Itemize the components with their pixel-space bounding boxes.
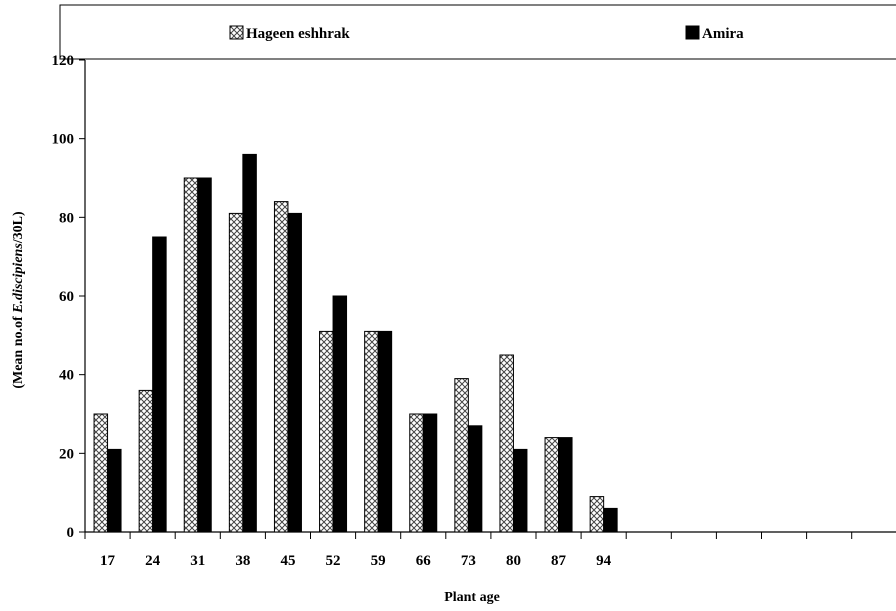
bar-hageen-eshhrak — [364, 330, 379, 533]
legend-label-hageen-eshhrak: Hageen eshhrak — [246, 26, 350, 42]
bar-amira — [512, 448, 528, 533]
bar-hageen-eshhrak — [409, 413, 424, 533]
x-tick-label: 31 — [190, 553, 205, 569]
x-tick-label: 87 — [551, 553, 567, 569]
bar-amira — [287, 212, 302, 533]
bar-hageen-eshhrak — [138, 389, 154, 533]
legend-label-amira: Amira — [702, 26, 744, 42]
bar-amira — [107, 448, 122, 533]
bar-hageen-eshhrak — [454, 378, 469, 533]
bar-hageen-eshhrak — [93, 413, 109, 533]
x-axis-title: Plant age — [444, 590, 500, 605]
y-axis-title-part-1: (Mean no.of — [11, 313, 26, 389]
x-ticks: 17 24 31 38 45 52 59 66 73 80 87 94 — [84, 532, 853, 569]
y-tick-label: 100 — [52, 132, 75, 148]
bar-hageen-eshhrak — [273, 201, 289, 533]
y-tick-label: 20 — [59, 446, 74, 462]
x-tick-label: 66 — [416, 553, 432, 569]
y-tick-label: 80 — [59, 210, 74, 226]
y-tick-label: 60 — [59, 289, 74, 305]
bar-hageen-eshhrak — [228, 212, 244, 533]
x-tick-label: 73 — [461, 553, 476, 569]
bar-amira — [603, 507, 618, 533]
x-tick-label: 52 — [326, 553, 341, 569]
bar-hageen-eshhrak — [183, 177, 199, 533]
x-tick-label: 38 — [235, 553, 250, 569]
y-tick-label: 120 — [52, 53, 75, 69]
y-axis-title: (Mean no.of E.discipiens/30L) — [11, 211, 26, 389]
y-tick-label: 0 — [67, 525, 75, 541]
legend: Hageen eshhrak Amira — [59, 4, 896, 60]
bar-hageen-eshhrak — [589, 496, 605, 533]
legend-frame — [59, 4, 896, 60]
bar-amira — [332, 295, 348, 533]
y-ticks: 0 20 40 60 80 100 120 — [52, 53, 85, 541]
bar-amira — [467, 425, 483, 533]
legend-swatch-amira — [685, 25, 700, 40]
x-tick-label: 94 — [596, 553, 612, 569]
bar-amira — [242, 153, 257, 533]
bar-amira — [422, 413, 438, 533]
bar-amira — [377, 330, 393, 533]
bar-amira — [558, 437, 573, 533]
x-tick-label: 80 — [506, 553, 521, 569]
bar-hageen-eshhrak — [499, 354, 514, 533]
x-tick-label: 17 — [100, 553, 116, 569]
x-tick-label: 59 — [371, 553, 386, 569]
bar-amira — [152, 236, 167, 533]
y-axis-title-part-3: /30L) — [11, 211, 26, 244]
x-tick-label: 45 — [280, 553, 295, 569]
bars — [93, 153, 618, 533]
y-tick-label: 40 — [59, 368, 74, 384]
bar-hageen-eshhrak — [319, 330, 334, 533]
x-tick-label: 24 — [145, 553, 161, 569]
legend-swatch-hageen-eshhrak — [229, 25, 244, 40]
bar-hageen-eshhrak — [544, 437, 560, 533]
y-axis-title-species: E.discipiens — [11, 243, 26, 314]
bar-amira — [197, 177, 212, 533]
